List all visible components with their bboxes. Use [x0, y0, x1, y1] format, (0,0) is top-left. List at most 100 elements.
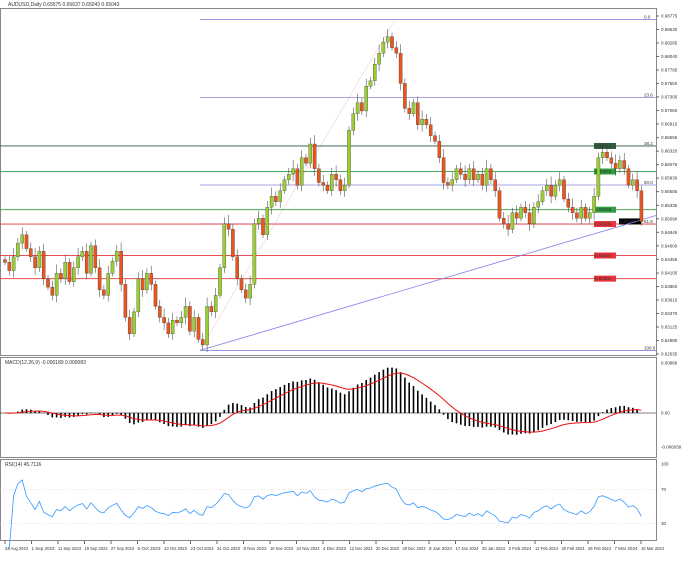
- bear-candle: [188, 306, 192, 332]
- bear-candle: [231, 229, 235, 257]
- bear-candle: [489, 168, 493, 180]
- date-tick-label: 4 Dec 2023: [323, 546, 346, 551]
- bear-candle: [639, 190, 644, 222]
- price-tick-label: 0.63615: [661, 298, 678, 303]
- bull-candle: [80, 251, 85, 257]
- date-tick-label: 12 Feb 2024: [535, 546, 558, 551]
- bear-candle: [502, 218, 506, 224]
- bear-candle: [471, 168, 476, 180]
- bear-candle: [493, 179, 497, 191]
- fib-level-label: 61.8: [644, 219, 653, 224]
- level-price-label: 0.65256: [595, 207, 612, 212]
- bull-candle: [364, 86, 368, 112]
- bull-candle: [106, 273, 110, 296]
- bear-candle: [613, 163, 618, 169]
- bear-candle: [102, 289, 106, 296]
- level-price-box: [594, 221, 616, 228]
- bull-candle: [252, 223, 257, 285]
- macd-label: MACD(12,26,9) -0.000189 0.000083: [5, 360, 86, 366]
- bear-candle: [226, 223, 231, 230]
- bear-candle: [158, 306, 162, 318]
- bull-candle: [381, 41, 386, 54]
- price-tick-label: 0.63370: [661, 311, 678, 316]
- date-tick-label: 5 Oct 2023: [138, 546, 162, 551]
- fib-level-label: 50.0: [644, 180, 653, 185]
- bull-candle: [600, 152, 605, 158]
- bull-candle: [347, 130, 351, 186]
- bear-candle: [428, 124, 433, 136]
- bear-candle: [24, 234, 29, 249]
- price-tick-label: 0.65335: [661, 203, 678, 208]
- bull-candle: [450, 179, 454, 186]
- bear-candle: [166, 322, 171, 335]
- rsi-tick-label: 100: [661, 462, 669, 467]
- macd-signal-line: [4, 372, 642, 433]
- bull-candle: [385, 36, 390, 43]
- date-tick-label: 24 Nov 2023: [297, 546, 320, 551]
- price-tick-label: 0.68285: [661, 40, 678, 45]
- bear-candle: [394, 47, 399, 54]
- bear-candle: [235, 256, 239, 280]
- price-tick-label: 0.66565: [661, 135, 678, 140]
- bull-candle: [218, 267, 222, 296]
- bear-candle: [119, 251, 123, 285]
- bear-candle: [175, 319, 179, 324]
- bull-candle: [330, 174, 334, 191]
- bear-candle: [480, 174, 485, 186]
- price-tick-label: 0.66320: [661, 149, 678, 154]
- bear-candle: [59, 273, 63, 280]
- bear-candle: [312, 143, 317, 169]
- date-tick-label: 2 Feb 2024: [509, 546, 532, 551]
- bear-candle: [338, 179, 343, 191]
- level-price-box: [594, 168, 616, 175]
- level-price-box: [594, 142, 616, 149]
- bear-candle: [583, 207, 588, 219]
- level-price-box: [594, 206, 616, 213]
- macd-pane: [0, 357, 657, 458]
- bull-candle: [282, 179, 287, 191]
- bull-candle: [183, 306, 188, 318]
- chart-title: AUDUSD,Daily 0.65575 0.65637 0.65043 0.6…: [8, 2, 120, 8]
- bull-candle: [476, 174, 480, 180]
- bear-candle: [575, 212, 579, 219]
- bear-candle: [424, 119, 429, 125]
- bear-candle: [317, 168, 321, 183]
- date-tick-label: 8 Nov 2023: [244, 546, 267, 551]
- bear-candle: [84, 251, 89, 274]
- current-price-label: 0.65043: [620, 219, 637, 224]
- bull-candle: [588, 212, 592, 219]
- trendline: [199, 215, 657, 351]
- price-tick-label: 0.64845: [661, 230, 678, 235]
- date-tick-label: 31 Oct 2023: [217, 546, 240, 551]
- rsi-pane: [0, 459, 657, 541]
- bull-candle: [76, 256, 80, 268]
- bull-candle: [631, 179, 635, 186]
- price-tick-label: 0.63125: [661, 325, 678, 330]
- price-tick-label: 0.64355: [661, 257, 678, 262]
- bear-candle: [93, 245, 98, 268]
- bull-candle: [510, 212, 515, 230]
- price-tick-label: 0.63860: [661, 284, 678, 289]
- bear-candle: [403, 83, 407, 109]
- bull-candle: [222, 223, 227, 268]
- bull-candle: [54, 273, 59, 296]
- bull-candle: [110, 261, 115, 274]
- bull-candle: [170, 319, 175, 335]
- date-tick-label: 25 Jan 2024: [482, 546, 505, 551]
- bull-candle: [536, 201, 540, 208]
- bear-candle: [67, 262, 72, 282]
- date-tick-label: 13 Oct 2023: [164, 546, 187, 551]
- bear-candle: [50, 286, 55, 296]
- bull-candle: [299, 157, 304, 186]
- bull-candle: [132, 311, 136, 335]
- date-tick-label: 11 Sep 2023: [58, 546, 81, 551]
- date-tick-label: 28 Dec 2023: [403, 546, 426, 551]
- price-pane: [0, 8, 657, 356]
- bear-candle: [46, 278, 50, 288]
- bull-candle: [308, 143, 313, 164]
- bull-candle: [265, 207, 270, 235]
- date-tick-label: 12 Dec 2023: [350, 546, 373, 551]
- bear-candle: [149, 273, 153, 285]
